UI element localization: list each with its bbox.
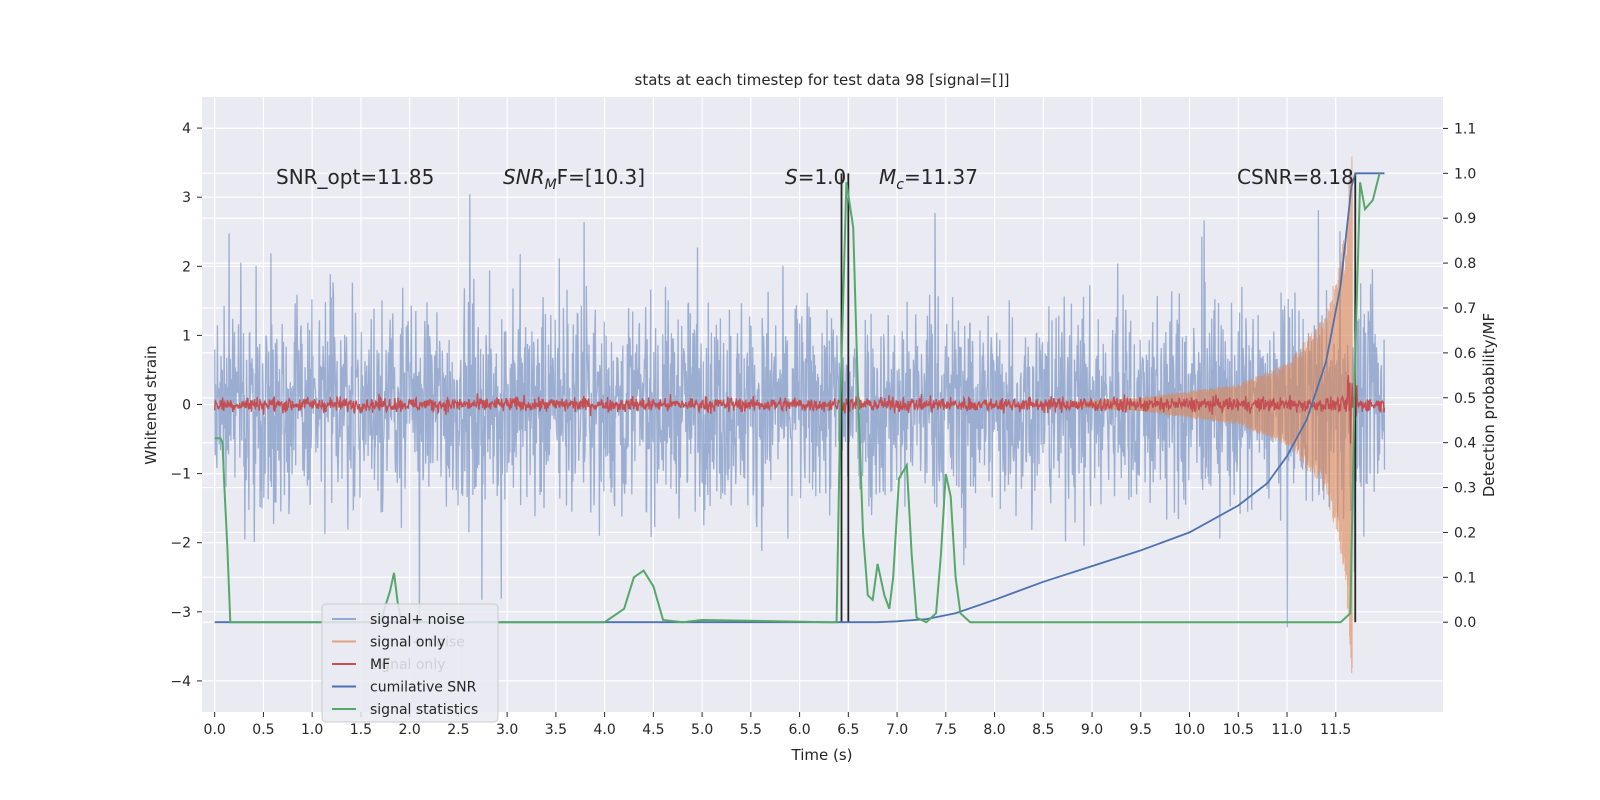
y-tick-label-right: 0.6	[1454, 346, 1476, 362]
annotation-snr-mf-main: SNR	[503, 165, 545, 189]
y-tick-label-left: −4	[170, 674, 191, 690]
x-tick-label: 7.5	[935, 722, 957, 738]
x-tick-label: 6.5	[837, 722, 859, 738]
legend-label: signal statistics	[370, 702, 478, 718]
x-tick-label: 0.0	[204, 722, 226, 738]
y-axis-label-left: Whitened strain	[142, 345, 160, 464]
x-tick-label: 3.0	[496, 722, 518, 738]
y-tick-label-right: 0.2	[1454, 525, 1476, 541]
y-tick-label-right: 1.0	[1454, 166, 1476, 182]
x-tick-label: 11.0	[1271, 722, 1302, 738]
legend-ghost-label: signal only	[370, 657, 445, 673]
annotation-mc: Mc=11.37	[879, 165, 978, 193]
x-axis-label: Time (s)	[791, 746, 853, 764]
x-tick-label: 1.0	[301, 722, 323, 738]
legend-label: cumilative SNR	[370, 680, 477, 696]
annotation-csnr: CSNR=8.18	[1237, 165, 1354, 189]
x-tick-label: 9.5	[1130, 722, 1152, 738]
y-tick-label-right: 0.5	[1454, 391, 1476, 407]
legend-label: MF	[370, 657, 390, 673]
x-tick-label: 8.0	[983, 722, 1005, 738]
y-tick-label-left: 0	[182, 398, 191, 414]
annotation-snr-opt: SNR_opt=11.85	[276, 165, 434, 189]
annotation-mc-main: M	[879, 165, 896, 189]
y-tick-label-right: 0.7	[1454, 301, 1476, 317]
legend-label: signal+ noise	[370, 612, 465, 628]
x-tick-label: 3.5	[545, 722, 567, 738]
x-tick-label: 11.5	[1320, 722, 1351, 738]
series-signal-statistics-line	[214, 173, 1381, 624]
y-tick-label-left: 3	[182, 190, 191, 206]
y-tick-label-left: −3	[170, 605, 191, 621]
series-marks	[214, 156, 1386, 674]
annotation-mc-sub: c	[896, 177, 904, 193]
annotation-s: S=1.0	[785, 165, 846, 189]
annotation-snr-mf-sub: M	[545, 177, 557, 193]
annotation-mc-rest: =11.37	[904, 165, 978, 189]
x-tick-label: 10.5	[1223, 722, 1254, 738]
y-axis-label-right: Detection probability/MF	[1480, 313, 1498, 497]
y-tick-label-right: 0.0	[1454, 615, 1476, 631]
legend-box	[321, 603, 499, 723]
x-tick-label: 5.5	[740, 722, 762, 738]
y-tick-label-left: −2	[170, 536, 191, 552]
x-tick-label: 6.0	[788, 722, 810, 738]
y-tick-label-left: −1	[170, 467, 191, 483]
y-tick-label-right: 1.1	[1454, 121, 1476, 137]
legend-ghost-label: signal+ noise	[370, 612, 465, 628]
x-tick-label: 5.0	[691, 722, 713, 738]
annotation-snr-mf: SNRMF=[10.3]	[503, 165, 645, 193]
annotation-s-rest: =1.0	[798, 165, 847, 189]
chart-title: stats at each timestep for test data 98 …	[635, 71, 1010, 89]
series-cumulative-snr-line	[214, 172, 1385, 624]
x-tick-label: 9.0	[1081, 722, 1103, 738]
y-tick-label-left: 2	[182, 259, 191, 275]
y-tick-label-right: 0.8	[1454, 256, 1476, 272]
legend-label: signal only	[370, 635, 445, 651]
y-tick-label-left: 1	[182, 328, 191, 344]
y-tick-label-right: 0.9	[1454, 211, 1476, 227]
x-tick-label: 8.5	[1032, 722, 1054, 738]
annotation-snr-mf-rest: F=[10.3]	[557, 165, 645, 189]
y-tick-label-right: 0.1	[1454, 570, 1476, 586]
y-tick-label-right: 0.4	[1454, 436, 1476, 452]
legend-ghost-label: signal+ noise	[370, 635, 465, 651]
x-tick-label: 2.5	[447, 722, 469, 738]
series-mf-line	[214, 365, 1386, 444]
x-tick-label: 4.5	[642, 722, 664, 738]
x-tick-label: 4.0	[593, 722, 615, 738]
x-tick-label: 10.0	[1174, 722, 1205, 738]
annotation-s-main: S	[785, 165, 798, 189]
x-tick-label: 2.0	[399, 722, 421, 738]
x-tick-label: 7.0	[886, 722, 908, 738]
y-tick-label-right: 0.3	[1454, 481, 1476, 497]
x-tick-label: 1.5	[350, 722, 372, 738]
y-tick-label-left: 4	[182, 121, 191, 137]
x-tick-label: 0.5	[252, 722, 274, 738]
